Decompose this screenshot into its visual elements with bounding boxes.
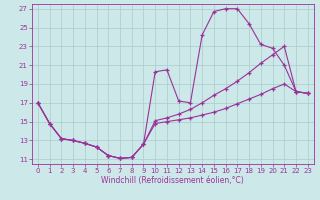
X-axis label: Windchill (Refroidissement éolien,°C): Windchill (Refroidissement éolien,°C) xyxy=(101,176,244,185)
